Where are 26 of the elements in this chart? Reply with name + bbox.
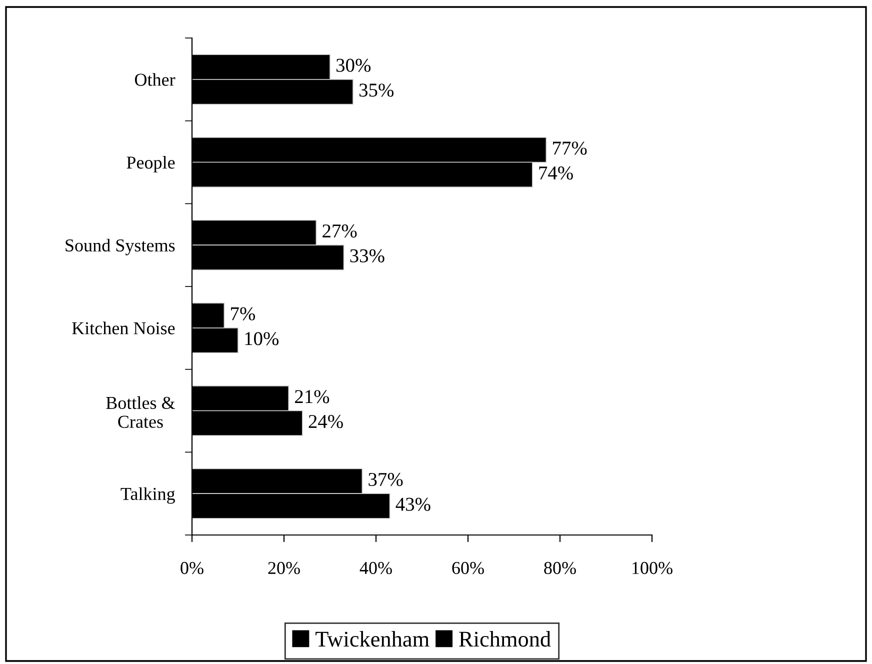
data-label: 24% — [308, 414, 343, 428]
y-tick-label: Talking — [120, 487, 175, 504]
data-label: 43% — [396, 498, 430, 511]
data-label: 37% — [368, 472, 403, 486]
legend-label: Twickenham — [316, 631, 430, 647]
legend-label: Richmond — [459, 631, 551, 647]
data-label: 35% — [359, 84, 394, 97]
x-tick-label: 60% — [452, 562, 484, 574]
y-tick-label: Sound Systems — [66, 238, 175, 256]
data-label: 77% — [553, 142, 587, 155]
data-label: 21% — [295, 390, 330, 404]
x-tick-label: 80% — [544, 562, 576, 574]
y-tick-label: Other — [134, 73, 176, 86]
data-label: 27% — [322, 224, 357, 238]
x-tick-label: 20% — [268, 562, 300, 574]
y-tick-label: Bottles & Crates — [106, 396, 176, 428]
data-label: 74% — [539, 166, 573, 180]
x-tick-label: 40% — [360, 562, 392, 574]
data-label: 7% — [231, 307, 256, 320]
y-tick-label: People — [126, 156, 175, 172]
x-tick-label: 0% — [180, 562, 204, 574]
x-tick-label: 100% — [632, 562, 672, 574]
y-tick-label: Kitchen Noise — [72, 322, 175, 334]
data-label: 33% — [350, 249, 384, 262]
data-label: 30% — [336, 58, 371, 72]
data-label: 10% — [245, 332, 279, 346]
